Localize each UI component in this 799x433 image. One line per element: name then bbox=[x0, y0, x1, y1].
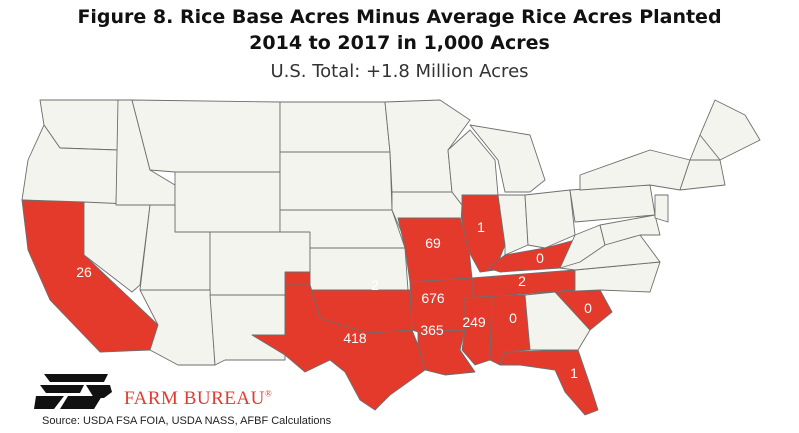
label-mississippi: 249 bbox=[462, 314, 486, 330]
state-north-dakota bbox=[279, 101, 391, 153]
state-new-york bbox=[579, 149, 691, 191]
label-alabama: 0 bbox=[509, 310, 517, 326]
state-florida bbox=[499, 349, 599, 416]
label-tennessee: 2 bbox=[518, 273, 526, 289]
state-ohio bbox=[524, 189, 576, 249]
label-arkansas: 676 bbox=[421, 290, 445, 306]
state-michigan bbox=[469, 124, 546, 193]
state-texas bbox=[251, 284, 426, 411]
state-new-jersey bbox=[654, 194, 669, 223]
state-wyoming bbox=[174, 171, 281, 233]
state-mississippi bbox=[461, 295, 493, 366]
label-south-carolina: 0 bbox=[584, 300, 592, 316]
state-west-virginia bbox=[559, 224, 606, 269]
state-south-dakota bbox=[279, 151, 393, 211]
title-line-1: Figure 8. Rice Base Acres Minus Average … bbox=[77, 6, 722, 28]
state-georgia bbox=[524, 291, 591, 351]
state-montana bbox=[131, 99, 281, 173]
state-maryland bbox=[599, 214, 661, 246]
label-illinois: 1 bbox=[477, 219, 485, 235]
farm-bureau-logo-icon bbox=[34, 374, 112, 409]
label-louisiana: 365 bbox=[420, 322, 444, 338]
subtitle: U.S. Total: +1.8 Million Acres bbox=[270, 61, 529, 82]
state-pennsylvania bbox=[569, 184, 656, 223]
state-indiana bbox=[497, 194, 529, 256]
label-kentucky: 0 bbox=[536, 250, 544, 266]
title-line-2: 2014 to 2017 in 1,000 Acres bbox=[249, 32, 550, 54]
label-florida: 1 bbox=[570, 365, 578, 381]
source-note: Source: USDA FSA FOIA, USDA NASS, AFBF C… bbox=[42, 415, 332, 427]
label-texas: 418 bbox=[343, 330, 367, 346]
label-missouri: 69 bbox=[425, 235, 441, 251]
state-new-mexico bbox=[209, 294, 286, 366]
farm-bureau-brand: FARM BUREAU® bbox=[124, 388, 273, 409]
state-arizona bbox=[139, 289, 216, 366]
label-oklahoma: 2 bbox=[371, 277, 379, 293]
label-california: 26 bbox=[76, 264, 92, 280]
state-kansas bbox=[309, 247, 409, 291]
state-maine bbox=[699, 99, 761, 161]
